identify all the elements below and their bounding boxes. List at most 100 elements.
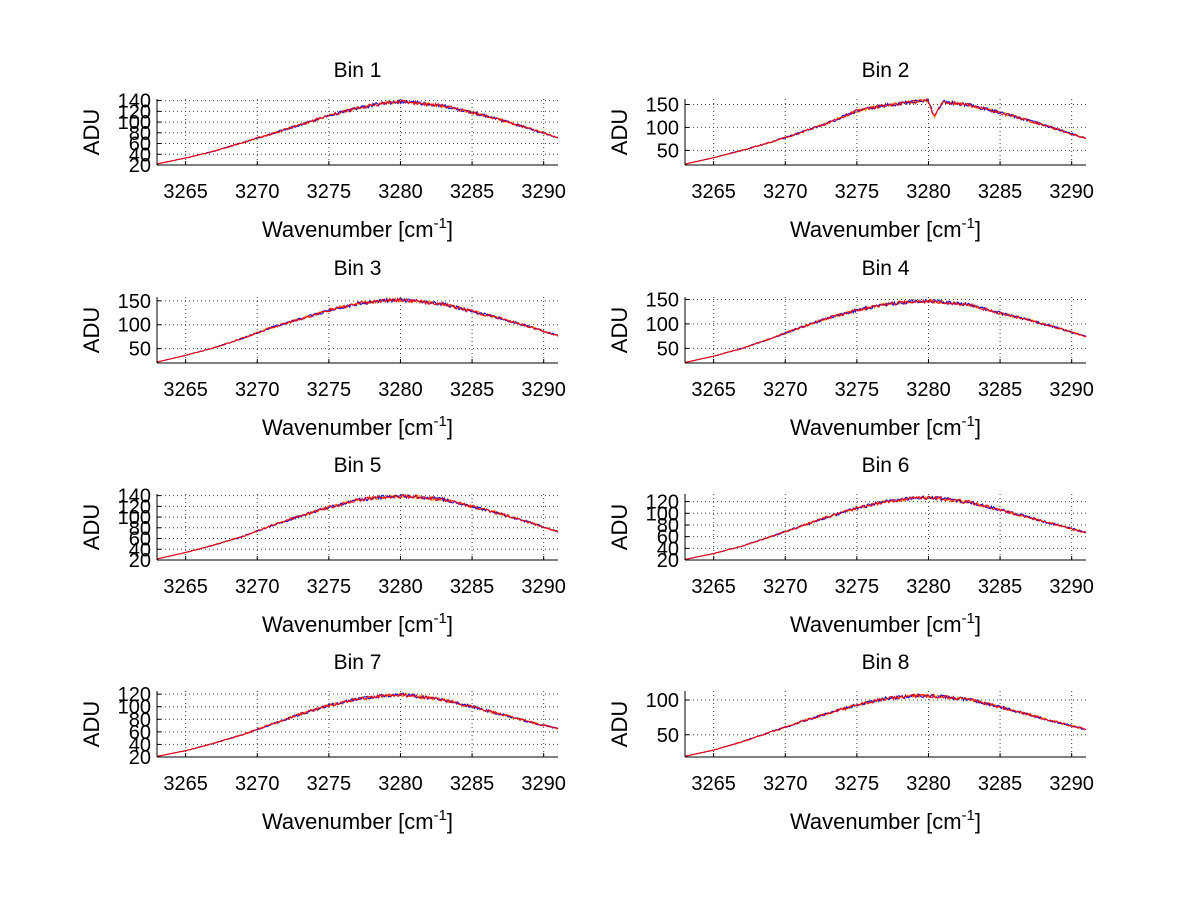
plot-area xyxy=(157,494,558,560)
y-tick-label: 100 xyxy=(118,507,151,529)
x-tick-label: 3285 xyxy=(978,773,1023,795)
y-axis-title: ADU xyxy=(79,307,104,353)
plot-area xyxy=(685,99,1086,165)
x-tick-label: 3275 xyxy=(307,576,352,598)
x-axis-title-bracket: ] xyxy=(447,809,453,834)
x-axis-title-main: Wavenumber [cm xyxy=(790,415,962,440)
spectrum-line xyxy=(156,692,559,757)
x-tick-label: 3285 xyxy=(450,576,495,598)
y-tick-label: 100 xyxy=(118,697,151,719)
y-tick-label: 80 xyxy=(129,123,151,145)
y-tick-label: 60 xyxy=(129,722,151,744)
x-axis-title-main: Wavenumber [cm xyxy=(262,217,434,242)
y-tick-label: 100 xyxy=(646,314,679,336)
x-tick-label: 3275 xyxy=(307,379,352,401)
x-axis-title-bracket: ] xyxy=(447,415,453,440)
x-tick-label: 3270 xyxy=(763,181,808,203)
y-tick-label: 100 xyxy=(118,112,151,134)
y-tick-label: 80 xyxy=(657,515,679,537)
panel-title: Bin 6 xyxy=(862,454,910,477)
x-axis-title-exponent: -1 xyxy=(962,413,975,430)
x-axis-title: Wavenumber [cm-1] xyxy=(790,215,981,242)
y-tick-label: 140 xyxy=(118,486,151,508)
x-axis-title-exponent: -1 xyxy=(434,807,447,824)
x-axis-title-bracket: ] xyxy=(975,217,981,242)
x-axis-title-exponent: -1 xyxy=(434,215,447,232)
x-tick-label: 3285 xyxy=(450,773,495,795)
y-tick-label: 20 xyxy=(129,747,151,769)
x-tick-label: 3275 xyxy=(835,576,880,598)
x-axis-title: Wavenumber [cm-1] xyxy=(790,610,981,637)
panel-bin-8: 3265 3270 3275 3280 3285 3290 50 100 Bin 8 ADU Wav… xyxy=(607,651,1094,834)
plot-area xyxy=(685,691,1086,757)
x-tick-label: 3265 xyxy=(163,181,208,203)
x-axis-title: Wavenumber [cm-1] xyxy=(790,413,981,440)
x-tick-label: 3290 xyxy=(1049,379,1094,401)
x-axis-title-bracket: ] xyxy=(975,415,981,440)
spectrum-line xyxy=(156,297,559,363)
y-axis-title: ADU xyxy=(607,109,632,155)
x-tick-label: 3290 xyxy=(521,576,566,598)
y-tick-label: 60 xyxy=(657,527,679,549)
y-tick-label: 50 xyxy=(657,338,679,360)
x-axis-title-main: Wavenumber [cm xyxy=(790,809,962,834)
y-tick-label: 150 xyxy=(118,291,151,313)
x-tick-label: 3265 xyxy=(163,379,208,401)
spectrum-line xyxy=(684,298,1087,363)
y-tick-label: 60 xyxy=(129,134,151,156)
spectrum-line xyxy=(684,692,1087,757)
x-axis-title-bracket: ] xyxy=(975,809,981,834)
spectrum-line xyxy=(156,494,559,560)
spectrum-line xyxy=(684,98,1087,165)
x-axis-title-main: Wavenumber [cm xyxy=(790,217,962,242)
x-tick-label: 3270 xyxy=(235,379,280,401)
panel-bin-5: 3265 3270 3275 3280 3285 3290 2040608010012014… xyxy=(79,454,566,637)
y-tick-label: 100 xyxy=(646,117,679,139)
y-tick-label: 120 xyxy=(118,496,151,518)
y-tick-label: 60 xyxy=(129,529,151,551)
x-axis-title: Wavenumber [cm-1] xyxy=(262,807,453,834)
x-tick-label: 3280 xyxy=(378,773,423,795)
x-axis-title-main: Wavenumber [cm xyxy=(262,809,434,834)
x-tick-label: 3280 xyxy=(906,379,951,401)
x-tick-label: 3285 xyxy=(450,379,495,401)
x-tick-label: 3275 xyxy=(835,181,880,203)
x-tick-label: 3290 xyxy=(1049,773,1094,795)
x-axis-title-exponent: -1 xyxy=(962,610,975,627)
x-tick-label: 3275 xyxy=(835,379,880,401)
x-tick-label: 3265 xyxy=(163,773,208,795)
x-tick-label: 3290 xyxy=(521,181,566,203)
x-axis-title: Wavenumber [cm-1] xyxy=(790,807,981,834)
x-tick-label: 3280 xyxy=(906,576,951,598)
y-tick-label: 50 xyxy=(129,339,151,361)
panel-title: Bin 8 xyxy=(862,651,910,674)
y-tick-label: 40 xyxy=(129,144,151,166)
y-axis-title: ADU xyxy=(79,109,104,155)
x-tick-label: 3280 xyxy=(378,181,423,203)
x-tick-label: 3265 xyxy=(691,576,736,598)
y-axis-title: ADU xyxy=(607,307,632,353)
y-tick-label: 120 xyxy=(118,684,151,706)
x-axis-title-exponent: -1 xyxy=(434,413,447,430)
x-tick-label: 3285 xyxy=(978,379,1023,401)
y-tick-label: 100 xyxy=(646,503,679,525)
panel-title: Bin 1 xyxy=(334,59,382,82)
x-tick-label: 3270 xyxy=(763,773,808,795)
x-tick-label: 3280 xyxy=(906,181,951,203)
x-tick-label: 3285 xyxy=(978,181,1023,203)
x-tick-label: 3265 xyxy=(691,379,736,401)
x-tick-label: 3270 xyxy=(235,576,280,598)
spectrum-line xyxy=(684,495,1087,560)
x-axis-title-bracket: ] xyxy=(975,612,981,637)
x-axis-title: Wavenumber [cm-1] xyxy=(262,215,453,242)
x-tick-label: 3270 xyxy=(235,181,280,203)
spectrum-line xyxy=(156,99,559,165)
y-axis-title: ADU xyxy=(607,701,632,747)
x-tick-label: 3290 xyxy=(521,773,566,795)
x-axis-title-bracket: ] xyxy=(447,217,453,242)
